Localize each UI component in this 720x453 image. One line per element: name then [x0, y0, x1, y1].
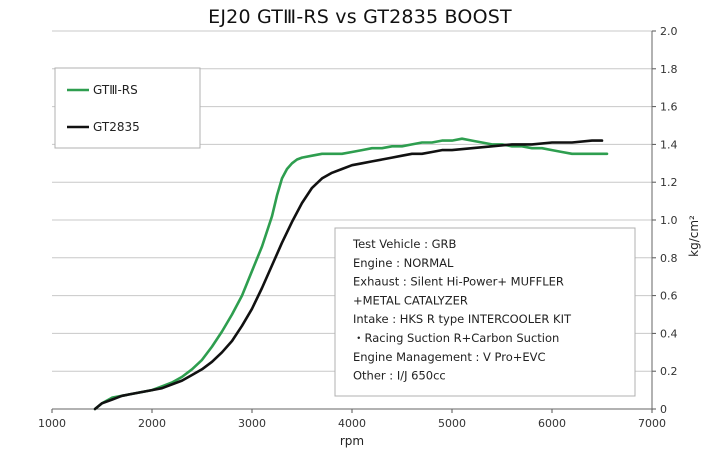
- legend-box: [54, 67, 201, 149]
- y-axis-label: kg/cm²: [687, 215, 701, 257]
- info-line: Exhaust : Silent Hi-Power+ MUFFLER: [353, 275, 564, 289]
- axis-layer: 0 0.2 0.4 0.6 0.8 1.0 1.2 1.4 1.6 1.8 2.0 1000 2000 3…: [38, 25, 701, 448]
- x-tick-label: 4000: [338, 417, 366, 430]
- y-tick-label: 0: [660, 403, 667, 416]
- info-line: Engine : NORMAL: [353, 256, 454, 270]
- x-axis-label: rpm: [340, 434, 364, 448]
- y-tick-label: 1.8: [660, 63, 678, 76]
- info-line: Intake : HKS R type INTERCOOLER KIT: [353, 312, 572, 326]
- info-line: ・Racing Suction R+Carbon Suction: [353, 331, 559, 345]
- x-tick-label: 3000: [238, 417, 266, 430]
- legend-label: GT2835: [93, 120, 140, 134]
- legend: GTⅢ-RS GT2835: [54, 67, 201, 149]
- x-tick-label: 7000: [638, 417, 666, 430]
- x-tick-label: 1000: [38, 417, 66, 430]
- y-tick-label: 2.0: [660, 25, 678, 38]
- y-tick-label: 1.0: [660, 214, 678, 227]
- info-line: Test Vehicle : GRB: [352, 237, 457, 251]
- chart-title: EJ20 GTⅢ-RS vs GT2835 BOOST: [208, 6, 512, 28]
- info-box: Test Vehicle : GRB Engine : NORMAL Exhaust…: [334, 227, 636, 397]
- legend-label: GTⅢ-RS: [93, 83, 138, 97]
- info-line: Engine Management : V Pro+EVC: [353, 350, 546, 364]
- y-tick-label: 0.4: [660, 327, 678, 340]
- info-line: Other : I/J 650cc: [353, 369, 446, 383]
- series-layer: [93, 137, 609, 411]
- info-line: +METAL CATALYZER: [353, 293, 468, 307]
- y-tick-label: 1.4: [660, 138, 678, 151]
- series-line-gt2835: [93, 139, 604, 411]
- y-tick-label: 0.2: [660, 365, 678, 378]
- x-tick-label: 6000: [538, 417, 566, 430]
- series-line-gt3-rs: [93, 137, 609, 411]
- y-tick-label: 1.6: [660, 101, 678, 114]
- y-tick-label: 0.6: [660, 290, 678, 303]
- x-tick-label: 2000: [138, 417, 166, 430]
- info-box-frame: [334, 227, 636, 397]
- y-tick-label: 1.2: [660, 176, 678, 189]
- y-tick-label: 0.8: [660, 252, 678, 265]
- x-tick-label: 5000: [438, 417, 466, 430]
